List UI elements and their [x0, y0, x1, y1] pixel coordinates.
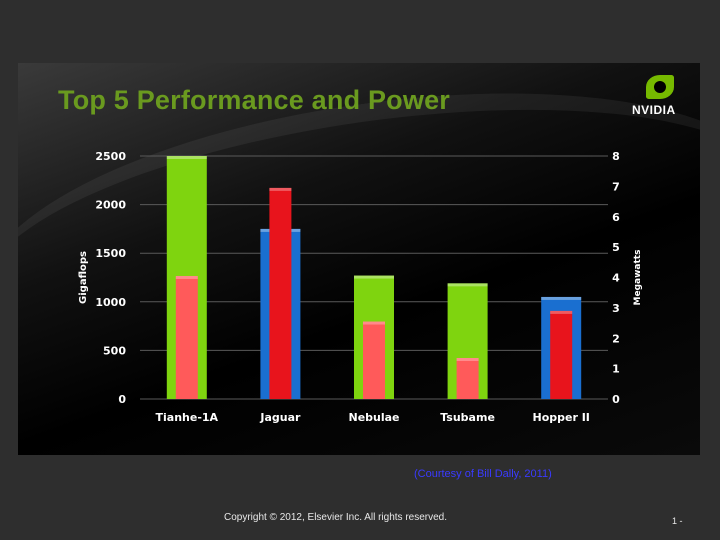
y-tick-label: 1500 — [95, 247, 126, 260]
bar-highlight — [363, 321, 385, 325]
y2-tick-label: 6 — [612, 211, 620, 224]
y2-tick-label: 3 — [612, 302, 620, 315]
x-tick-label: Nebulae — [348, 411, 399, 424]
y-axis-label: Gigaflops — [78, 251, 89, 304]
megawatts-bar — [175, 275, 198, 399]
bar-highlight — [550, 310, 573, 314]
courtesy-note: (Courtesy of Bill Dally, 2011) — [414, 468, 552, 480]
y-tick-label: 2500 — [95, 150, 126, 163]
bar-chart: 0 500 1000 1500 2000 2500 0 1 2 3 4 5 6 7 8 Gigaflops Me… — [78, 150, 643, 424]
x-tick-label: Tsubame — [440, 411, 495, 424]
y-tick-label: 0 — [118, 393, 126, 406]
y2-tick-label: 8 — [612, 150, 620, 163]
y-tick-label: 2000 — [95, 199, 126, 212]
y2-tick-label: 2 — [612, 332, 620, 345]
y-tick-label: 1000 — [95, 296, 126, 309]
y2-tick-label: 7 — [612, 180, 620, 193]
y-tick-label: 500 — [103, 344, 126, 357]
slide-title: Top 5 Performance and Power — [58, 85, 450, 115]
bar-highlight — [175, 275, 198, 279]
y2-tick-label: 4 — [612, 272, 620, 285]
y2-tick-label: 1 — [612, 363, 620, 376]
megawatts-bar — [363, 321, 385, 399]
y2-tick-label: 5 — [612, 241, 620, 254]
copyright-footer: Copyright © 2012, Elsevier Inc. All righ… — [224, 512, 448, 523]
nvidia-logo: NVIDIA — [630, 73, 688, 121]
y2-axis-label: Megawatts — [633, 250, 643, 306]
page-number: 1 - — [672, 516, 683, 526]
x-tick-label: Jaguar — [259, 411, 301, 424]
x-tick-label: Hopper II — [532, 411, 589, 424]
y2-tick-label: 0 — [612, 393, 620, 406]
logo-text: NVIDIA — [632, 103, 676, 117]
bar-highlight — [456, 357, 479, 361]
bar-highlight — [269, 187, 292, 191]
nvidia-eye-icon — [646, 75, 674, 99]
x-tick-label: Tianhe-1A — [156, 411, 219, 424]
bar-highlight — [541, 296, 582, 300]
bar-highlight — [166, 156, 207, 159]
megawatts-bar — [550, 310, 573, 399]
slide-frame: Top 5 Performance and Power NVIDIA 0 500 1… — [18, 63, 700, 455]
megawatts-bar — [456, 357, 479, 399]
megawatts-bar — [269, 187, 292, 399]
bar-highlight — [447, 283, 488, 287]
bar-highlight — [354, 275, 394, 279]
